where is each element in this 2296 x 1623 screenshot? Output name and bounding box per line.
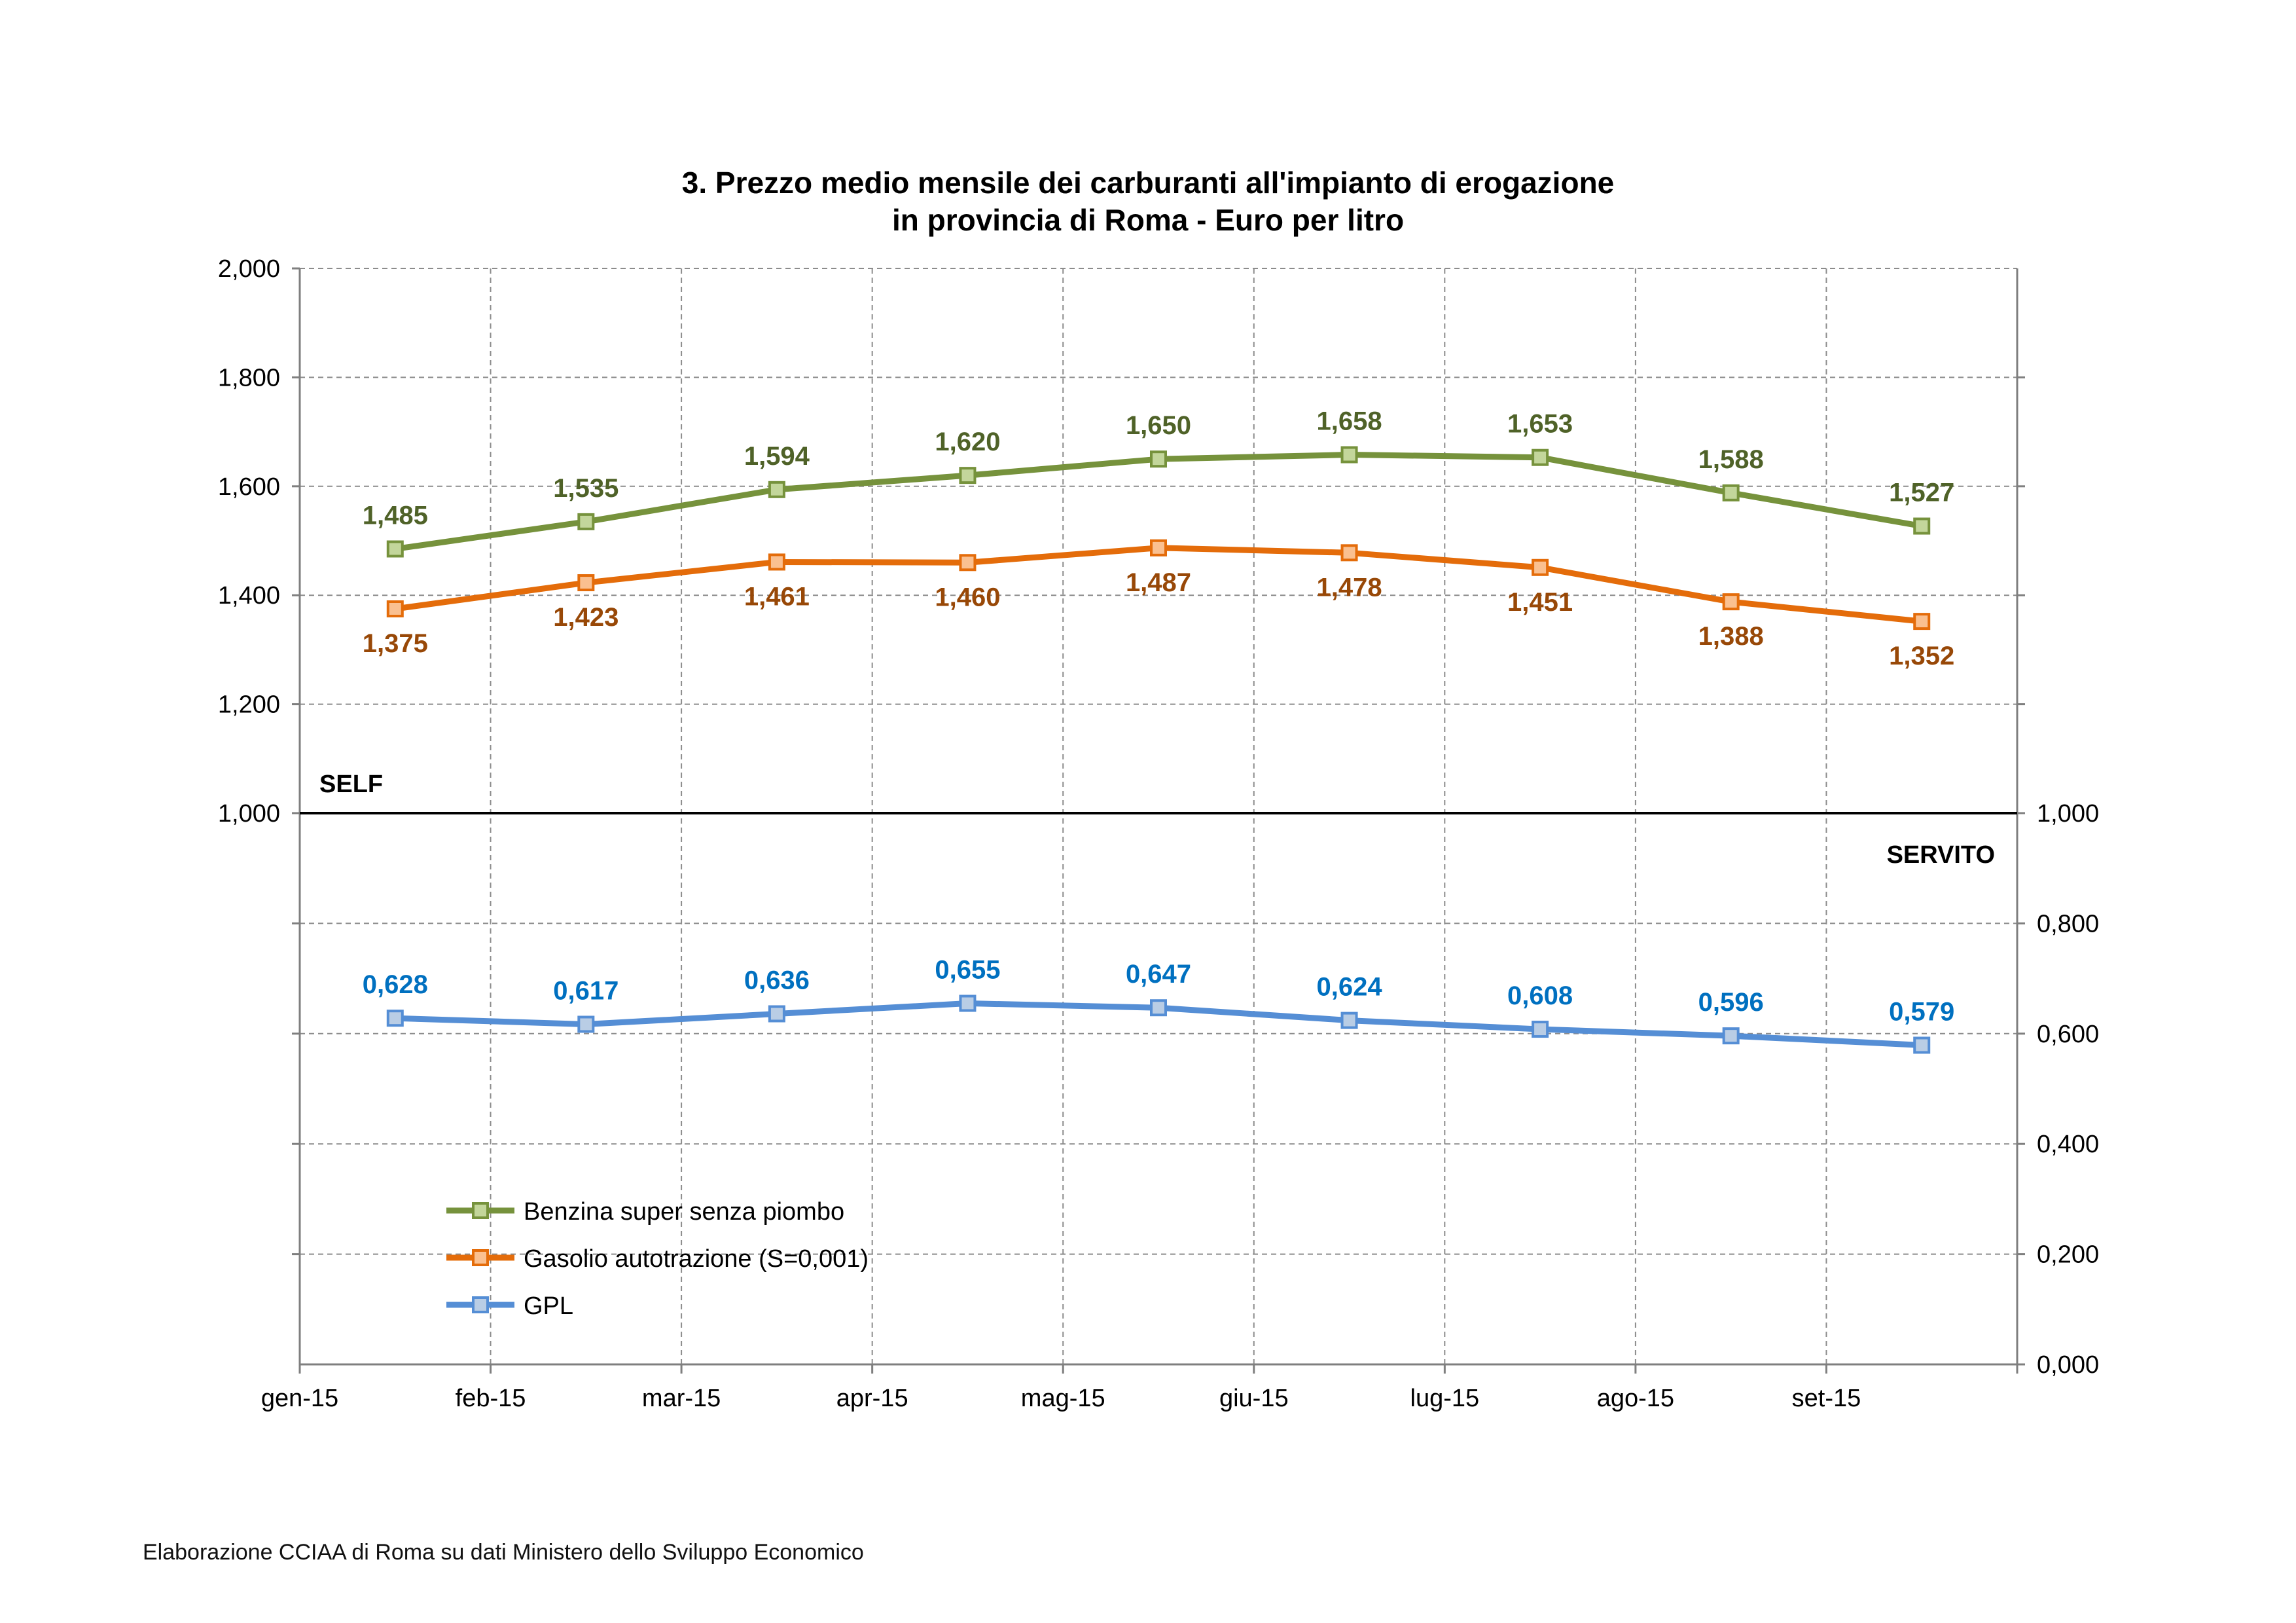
series-1-data-label: 1,594 <box>744 442 810 471</box>
left-axis-tick-label: 2,000 <box>218 255 280 283</box>
series-3-marker <box>1340 1012 1358 1029</box>
series-1-marker <box>1722 484 1740 501</box>
x-axis-tick-label: set-15 <box>1792 1385 1861 1412</box>
series-2-data-label: 1,461 <box>744 582 810 611</box>
series-2-data-label: 1,487 <box>1126 568 1191 597</box>
right-axis-tick-label: 0,200 <box>2037 1241 2099 1269</box>
series-3-marker <box>768 1005 785 1023</box>
left-axis-tick-label: 1,800 <box>218 364 280 392</box>
series-1-data-label: 1,527 <box>1889 479 1954 507</box>
x-axis-tick-label: apr-15 <box>836 1385 908 1412</box>
series-2-data-label: 1,460 <box>935 583 1000 611</box>
legend-marker-1 <box>472 1202 489 1219</box>
servito-section-label: SERVITO <box>1887 841 1995 869</box>
series-3-data-label: 0,628 <box>363 970 428 999</box>
series-1-marker <box>959 467 977 484</box>
series-3-data-label: 0,579 <box>1889 997 1954 1026</box>
series-3-marker <box>386 1010 404 1027</box>
series-3-marker <box>959 994 977 1012</box>
left-axis-tick-label: 1,600 <box>218 473 280 501</box>
series-2-marker <box>1913 613 1931 630</box>
self-section-label: SELF <box>319 771 383 798</box>
series-2-marker <box>959 554 977 572</box>
series-2-marker <box>1340 544 1358 562</box>
right-axis-tick-label: 0,400 <box>2037 1131 2099 1158</box>
series-1-marker <box>768 481 785 498</box>
right-axis-tick-label: 1,000 <box>2037 800 2099 828</box>
series-1-marker <box>386 540 404 558</box>
series-1-data-label: 1,658 <box>1317 407 1382 436</box>
right-axis-tick-label: 0,800 <box>2037 910 2099 938</box>
left-axis-tick-label: 1,200 <box>218 691 280 719</box>
x-axis-tick-label: feb-15 <box>456 1385 526 1412</box>
series-3-marker <box>1722 1027 1740 1045</box>
x-axis-tick-label: mag-15 <box>1021 1385 1105 1412</box>
axes: 2,000 1,800 1,600 1,400 1,200 1,000 1,000 0,800… <box>218 255 2099 1412</box>
left-axis-tick-label: 1,000 <box>218 800 280 828</box>
legend-marker-3 <box>472 1296 489 1313</box>
series-3-marker <box>1913 1036 1931 1054</box>
series-1-marker <box>1532 448 1549 466</box>
series-3-marker <box>1150 999 1167 1017</box>
series-3-data-label: 0,647 <box>1126 960 1191 989</box>
series-1-data-label: 1,535 <box>553 474 619 503</box>
series-3-data-label: 0,617 <box>553 976 619 1005</box>
right-axis-tick-label: 0,000 <box>2037 1351 2099 1379</box>
data-labels: 1,485 1,535 1,594 1,620 1,650 1,658 1,653 1,588… <box>363 407 1955 1027</box>
source-note: Elaborazione CCIAA di Roma su dati Minis… <box>143 1540 864 1565</box>
series-2-data-label: 1,423 <box>553 603 619 632</box>
series-line-1 <box>392 452 1925 552</box>
series-3-data-label: 0,608 <box>1507 981 1573 1010</box>
legend-label-1: Benzina super senza piombo <box>524 1198 844 1226</box>
series-1-data-label: 1,485 <box>363 501 428 530</box>
series-3-data-label: 0,655 <box>935 955 1000 984</box>
series-2-data-label: 1,388 <box>1698 622 1764 651</box>
left-axis-tick-label: 1,400 <box>218 582 280 610</box>
legend-label-2: Gasolio autotrazione (S=0,001) <box>524 1245 869 1273</box>
series-2-data-label: 1,375 <box>363 629 428 658</box>
series-1-marker <box>1150 450 1167 468</box>
legend-marker-2 <box>472 1249 489 1266</box>
x-axis-tick-label: ago-15 <box>1597 1385 1674 1412</box>
series-1-data-label: 1,588 <box>1698 445 1764 474</box>
series-1-marker <box>577 513 595 530</box>
series-1-data-label: 1,653 <box>1507 410 1573 439</box>
series-2-data-label: 1,451 <box>1507 588 1573 617</box>
legend: Benzina super senza piombo Gasolio autotr… <box>446 1198 869 1320</box>
series-1-marker <box>1340 446 1358 464</box>
series-2-marker <box>577 574 595 592</box>
series-3-data-label: 0,624 <box>1317 973 1383 1002</box>
series-3-marker <box>577 1015 595 1033</box>
x-axis-tick-label: lug-15 <box>1410 1385 1480 1412</box>
x-axis-tick-label: mar-15 <box>642 1385 721 1412</box>
series-3-marker <box>1532 1021 1549 1038</box>
series-1-data-label: 1,650 <box>1126 411 1191 440</box>
series-1-data-label: 1,620 <box>935 428 1000 456</box>
series-3-data-label: 0,636 <box>744 966 810 994</box>
x-axis-tick-label: gen-15 <box>261 1385 338 1412</box>
right-axis-tick-label: 0,600 <box>2037 1021 2099 1048</box>
series-2-data-label: 1,352 <box>1889 642 1954 670</box>
chart-title-line-2: in provincia di Roma - Euro per litro <box>892 203 1404 237</box>
legend-label-3: GPL <box>524 1292 573 1320</box>
series-2-marker <box>768 553 785 571</box>
series-2-marker <box>1532 558 1549 576</box>
series-2-marker <box>386 600 404 617</box>
series-1-marker <box>1913 517 1931 535</box>
series-2-marker <box>1722 593 1740 611</box>
chart-title-line-1: 3. Prezzo medio mensile dei carburanti a… <box>682 166 1615 200</box>
x-axis-tick-label: giu-15 <box>1219 1385 1289 1412</box>
series-2-data-label: 1,478 <box>1317 573 1382 602</box>
series-3-data-label: 0,596 <box>1698 988 1764 1017</box>
series-2-marker <box>1150 539 1167 556</box>
series <box>386 446 1931 1054</box>
